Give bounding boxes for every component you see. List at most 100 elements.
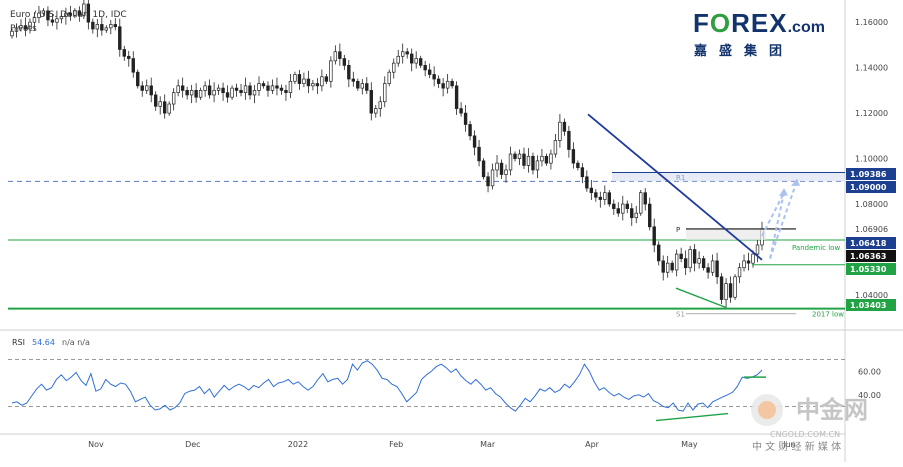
candle-body xyxy=(423,65,427,71)
logo-letter: O xyxy=(709,8,732,38)
candle-body xyxy=(657,244,661,262)
time-tick-label: 2022 xyxy=(288,440,308,449)
candle-body xyxy=(338,51,342,59)
candle-body xyxy=(383,83,387,103)
candle-body xyxy=(522,153,526,166)
pivot-r1-label: R1 xyxy=(676,174,685,182)
candle-body xyxy=(724,283,728,300)
projection-arrow-2 xyxy=(769,192,785,259)
candle-body xyxy=(297,74,302,84)
candle-body xyxy=(37,12,41,18)
candle-body xyxy=(77,10,82,16)
candle-body xyxy=(113,24,117,28)
candle-body xyxy=(82,3,86,16)
price-marker-box xyxy=(846,237,896,249)
candle-body xyxy=(648,203,652,228)
candle-body xyxy=(356,80,360,89)
candle-body xyxy=(733,276,737,298)
candle-body xyxy=(630,208,634,219)
candle-body xyxy=(558,121,562,141)
price-marker-box xyxy=(846,299,896,311)
time-tick-label: Jun xyxy=(782,440,796,449)
price-marker-label: 1.06363 xyxy=(850,252,886,261)
candle-body xyxy=(737,267,742,278)
price-tick-label: 1.06906 xyxy=(855,225,888,234)
candle-body xyxy=(594,192,598,198)
candle-body xyxy=(603,192,607,200)
price-marker-box xyxy=(846,168,896,180)
candle-body xyxy=(293,74,297,82)
candle-body xyxy=(719,276,724,300)
candle-body xyxy=(481,160,486,178)
candle-body xyxy=(131,58,135,73)
candle-body xyxy=(333,51,338,62)
candle-body xyxy=(347,65,351,80)
candle-body xyxy=(185,90,189,96)
low-2017-label: 2017 low xyxy=(812,311,844,319)
candle-body xyxy=(369,90,373,114)
candle-body xyxy=(576,162,580,169)
chart-title: Euro / U.S. Dollar, 1D, IDC xyxy=(10,10,127,20)
candle-body xyxy=(427,69,432,75)
logo-cn: 嘉盛集团 xyxy=(694,44,795,59)
price-tick-label: 1.04000 xyxy=(855,291,888,300)
candle-body xyxy=(661,260,665,273)
candle-body xyxy=(324,76,329,82)
candle-body xyxy=(270,85,275,91)
candle-body xyxy=(171,92,176,105)
candle-body xyxy=(436,78,441,84)
candle-body xyxy=(194,90,198,98)
price-tick-label: 1.14000 xyxy=(855,64,888,73)
candle-body xyxy=(127,55,131,59)
price-marker-box xyxy=(846,181,896,193)
candle-body xyxy=(549,153,553,164)
candle-body xyxy=(405,51,409,55)
rsi-title: RSI xyxy=(12,338,25,347)
candle-body xyxy=(625,203,629,209)
candle-body xyxy=(46,10,50,21)
candle-body xyxy=(562,121,567,132)
pivot-p-label: P xyxy=(676,226,680,234)
projection-arrow-3 xyxy=(769,183,797,259)
candle-body xyxy=(688,249,692,269)
candle-body xyxy=(275,85,279,89)
rsi-line xyxy=(11,360,763,412)
candle-body xyxy=(374,108,378,114)
candle-body xyxy=(513,153,517,159)
candle-body xyxy=(122,49,126,57)
candle-body xyxy=(203,85,207,91)
projection-arrow-1 xyxy=(761,192,785,237)
candle-body xyxy=(261,83,266,87)
pivot-s1-label: S1 xyxy=(676,311,685,319)
candle-body xyxy=(634,212,638,219)
watermark-logo-inner xyxy=(758,401,776,419)
candle-body xyxy=(746,260,751,264)
time-tick-label: Dec xyxy=(185,440,200,449)
candle-body xyxy=(639,192,643,214)
candle-body xyxy=(248,85,252,96)
candle-body xyxy=(450,80,454,87)
candle-body xyxy=(239,90,243,94)
candle-body xyxy=(387,71,391,84)
candle-body xyxy=(401,51,405,57)
candle-body xyxy=(59,16,64,20)
candle-body xyxy=(221,87,225,94)
candle-body xyxy=(621,203,625,214)
candle-body xyxy=(567,130,571,150)
candle-body xyxy=(378,101,382,109)
projection-arrowhead-2 xyxy=(791,178,800,186)
candle-body xyxy=(225,92,230,98)
candle-body xyxy=(68,12,73,16)
downtrend-line xyxy=(587,113,763,261)
candle-body xyxy=(86,3,91,23)
candle-body xyxy=(468,124,472,137)
candle-body xyxy=(414,58,418,64)
candle-body xyxy=(598,196,603,200)
candle-body xyxy=(544,155,549,164)
candle-body xyxy=(701,258,706,269)
candle-body xyxy=(728,283,733,298)
candle-body xyxy=(315,83,320,87)
candle-body xyxy=(109,24,113,29)
logo-letter: F xyxy=(693,8,710,38)
